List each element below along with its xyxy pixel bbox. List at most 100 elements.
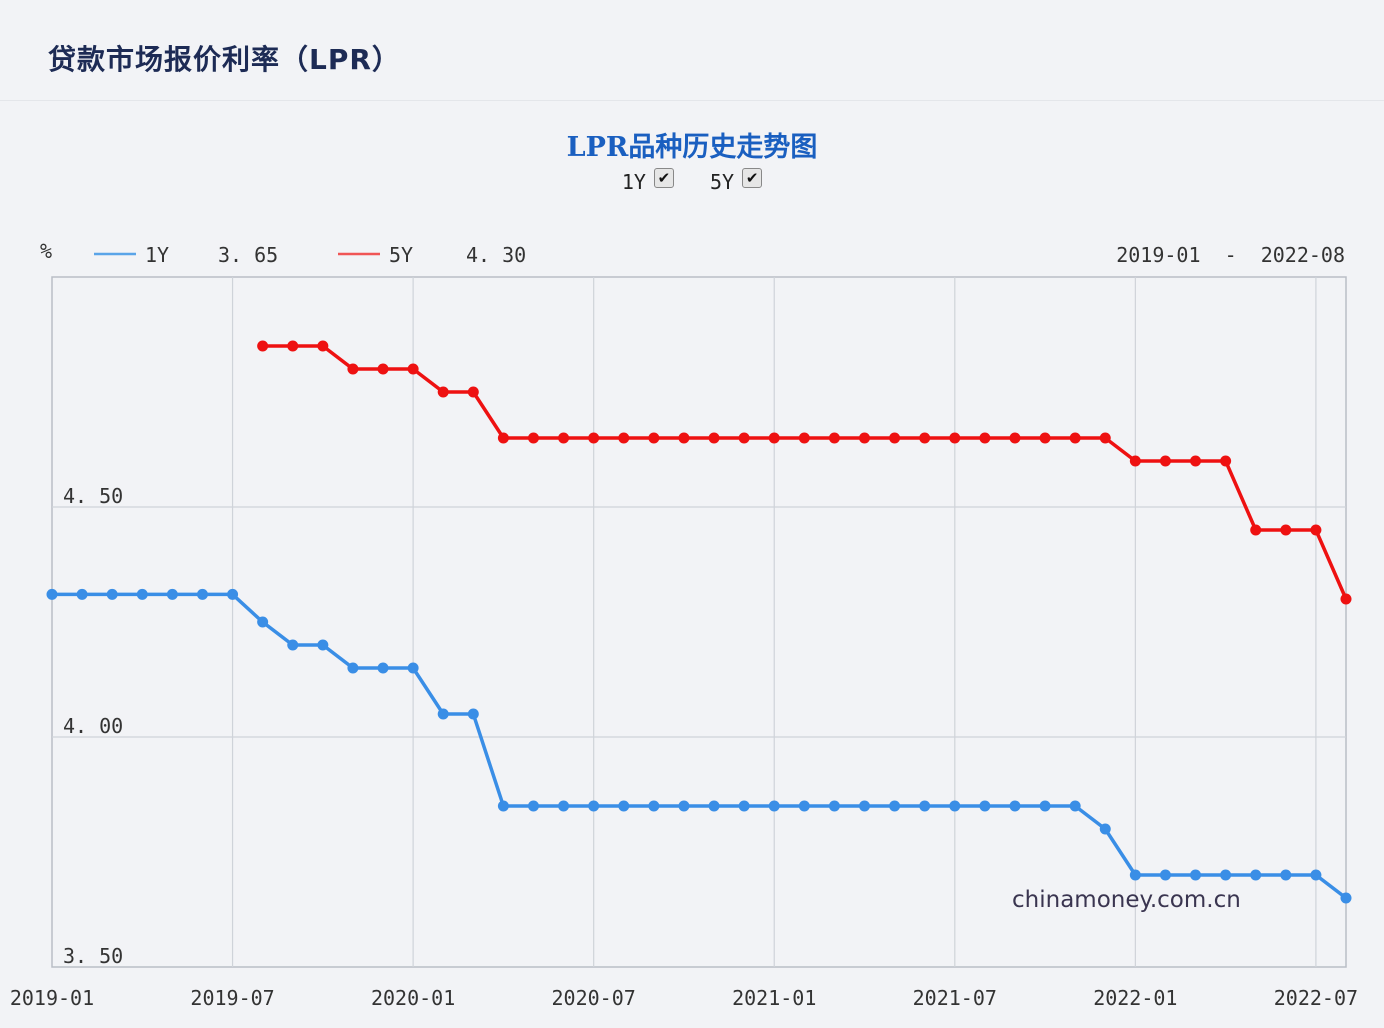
data-point-5y[interactable] xyxy=(257,340,269,352)
data-point-5y[interactable] xyxy=(347,363,359,375)
data-point-1y[interactable] xyxy=(949,800,961,812)
data-point-5y[interactable] xyxy=(1340,593,1352,605)
data-point-5y[interactable] xyxy=(648,432,660,444)
data-point-5y[interactable] xyxy=(859,432,871,444)
data-point-5y[interactable] xyxy=(588,432,600,444)
data-point-1y[interactable] xyxy=(979,800,991,812)
data-point-1y[interactable] xyxy=(1039,800,1051,812)
x-tick-label: 2020-01 xyxy=(371,986,455,1010)
data-point-5y[interactable] xyxy=(979,432,991,444)
data-point-1y[interactable] xyxy=(136,588,148,600)
data-point-1y[interactable] xyxy=(1280,869,1292,881)
data-point-1y[interactable] xyxy=(1190,869,1202,881)
data-point-1y[interactable] xyxy=(467,708,479,720)
data-point-1y[interactable] xyxy=(588,800,600,812)
data-point-5y[interactable] xyxy=(889,432,901,444)
series-toggles: 1Y ✔ 5Y ✔ xyxy=(0,168,1384,194)
data-point-1y[interactable] xyxy=(738,800,750,812)
data-point-1y[interactable] xyxy=(558,800,570,812)
data-point-1y[interactable] xyxy=(1159,869,1171,881)
data-point-1y[interactable] xyxy=(76,588,88,600)
x-tick-label: 2021-07 xyxy=(913,986,997,1010)
data-point-1y[interactable] xyxy=(1099,823,1111,835)
data-point-5y[interactable] xyxy=(949,432,961,444)
toggle-1y-label: 1Y xyxy=(621,170,646,194)
data-point-5y[interactable] xyxy=(738,432,750,444)
data-point-5y[interactable] xyxy=(1009,432,1021,444)
data-point-1y[interactable] xyxy=(798,800,810,812)
data-point-1y[interactable] xyxy=(257,616,269,628)
toggle-1y-checkbox[interactable]: ✔ xyxy=(653,168,674,188)
data-point-5y[interactable] xyxy=(558,432,570,444)
data-point-5y[interactable] xyxy=(437,386,449,398)
data-point-1y[interactable] xyxy=(678,800,690,812)
data-point-5y[interactable] xyxy=(768,432,780,444)
legend-1y-value: 3. 65 xyxy=(218,243,278,267)
data-point-1y[interactable] xyxy=(437,708,449,720)
data-point-5y[interactable] xyxy=(798,432,810,444)
data-point-1y[interactable] xyxy=(1340,892,1352,904)
date-range: 2019-01 - 2022-08 xyxy=(1116,243,1345,267)
data-point-5y[interactable] xyxy=(1099,432,1111,444)
toggle-5y-checkbox[interactable]: ✔ xyxy=(742,168,763,188)
data-point-5y[interactable] xyxy=(828,432,840,444)
data-point-5y[interactable] xyxy=(708,432,720,444)
data-point-5y[interactable] xyxy=(1280,524,1292,536)
series-lines xyxy=(46,340,1352,904)
data-point-5y[interactable] xyxy=(1069,432,1081,444)
data-point-5y[interactable] xyxy=(618,432,630,444)
chart-title: LPR品种历史走势图 xyxy=(566,132,818,163)
data-point-1y[interactable] xyxy=(527,800,539,812)
data-point-1y[interactable] xyxy=(1250,869,1262,881)
data-point-5y[interactable] xyxy=(1039,432,1051,444)
data-point-5y[interactable] xyxy=(1190,455,1202,467)
x-axis-labels: 2019-01 2019-07 2020-01 2020-07 2021-01 2021-… xyxy=(10,986,1358,1010)
x-tick-label: 2021-01 xyxy=(732,986,816,1010)
legend-5y-value: 4. 30 xyxy=(466,243,526,267)
data-point-1y[interactable] xyxy=(618,800,630,812)
data-point-1y[interactable] xyxy=(889,800,901,812)
plot-area xyxy=(51,276,1347,968)
data-point-5y[interactable] xyxy=(1129,455,1141,467)
data-point-1y[interactable] xyxy=(497,800,509,812)
data-point-1y[interactable] xyxy=(919,800,931,812)
data-point-5y[interactable] xyxy=(287,340,299,352)
data-point-5y[interactable] xyxy=(1220,455,1232,467)
data-point-5y[interactable] xyxy=(467,386,479,398)
data-point-1y[interactable] xyxy=(1129,869,1141,881)
data-point-1y[interactable] xyxy=(377,662,389,674)
data-point-1y[interactable] xyxy=(828,800,840,812)
data-point-5y[interactable] xyxy=(377,363,389,375)
data-point-1y[interactable] xyxy=(196,588,208,600)
data-point-1y[interactable] xyxy=(287,639,299,651)
toggle-1y[interactable]: 1Y ✔ xyxy=(621,168,674,194)
data-point-1y[interactable] xyxy=(347,662,359,674)
data-point-1y[interactable] xyxy=(859,800,871,812)
data-point-5y[interactable] xyxy=(919,432,931,444)
data-point-1y[interactable] xyxy=(46,588,58,600)
data-point-5y[interactable] xyxy=(1159,455,1171,467)
data-point-5y[interactable] xyxy=(527,432,539,444)
data-point-1y[interactable] xyxy=(407,662,419,674)
data-point-1y[interactable] xyxy=(227,588,239,600)
data-point-1y[interactable] xyxy=(166,588,178,600)
data-point-1y[interactable] xyxy=(1069,800,1081,812)
y-axis-labels: 3. 50 4. 00 4. 50 xyxy=(63,484,123,968)
data-point-1y[interactable] xyxy=(106,588,118,600)
data-point-5y[interactable] xyxy=(678,432,690,444)
data-point-5y[interactable] xyxy=(497,432,509,444)
data-point-1y[interactable] xyxy=(1220,869,1232,881)
toggle-5y[interactable]: 5Y ✔ xyxy=(710,168,763,194)
data-point-1y[interactable] xyxy=(1009,800,1021,812)
data-point-1y[interactable] xyxy=(317,639,329,651)
data-point-1y[interactable] xyxy=(708,800,720,812)
data-point-1y[interactable] xyxy=(648,800,660,812)
data-point-5y[interactable] xyxy=(407,363,419,375)
data-point-1y[interactable] xyxy=(1310,869,1322,881)
data-point-5y[interactable] xyxy=(1310,524,1322,536)
y-tick-label: 4. 50 xyxy=(63,484,123,508)
data-point-5y[interactable] xyxy=(1250,524,1262,536)
data-point-5y[interactable] xyxy=(317,340,329,352)
data-point-1y[interactable] xyxy=(768,800,780,812)
